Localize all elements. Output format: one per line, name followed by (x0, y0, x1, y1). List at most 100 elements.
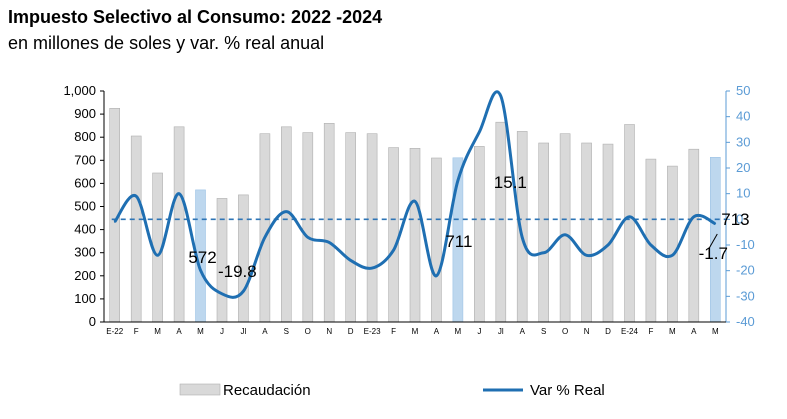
bar-15 (431, 157, 442, 323)
x-tick-label-5: J (220, 327, 224, 336)
line-point-19 (521, 236, 523, 239)
bar-6 (238, 194, 249, 323)
y-left-tick-label-2: 200 (74, 268, 96, 283)
x-tick-label-22: N (584, 327, 590, 336)
x-tick-label-10: N (326, 327, 332, 336)
line-point-26 (671, 254, 674, 257)
line-point-28 (714, 222, 717, 225)
x-tick-label-11: D (348, 327, 354, 336)
line-point-4 (199, 269, 202, 272)
x-tick-label-15: A (434, 327, 440, 336)
y-left-tick-label-3: 300 (74, 245, 96, 260)
bar-14 (409, 148, 421, 323)
y-right-tick-label-0: -40 (736, 314, 755, 329)
line-point-21 (564, 233, 566, 236)
bar-20 (538, 142, 550, 323)
x-tick-label-16: M (455, 327, 462, 336)
y-right-tick-label-3: -10 (736, 237, 755, 252)
legend-label-var-real: Var % Real (530, 382, 605, 399)
bars-layer (109, 108, 721, 323)
bar-3 (173, 126, 185, 323)
x-tick-label-4: M (197, 327, 204, 336)
x-tick-label-27: A (691, 327, 697, 336)
y-right-tick-label-8: 40 (736, 109, 750, 124)
line-layer (111, 90, 726, 299)
x-tick-label-12: E-23 (364, 327, 381, 336)
line-point-27 (693, 216, 695, 218)
bar-18 (495, 121, 507, 323)
data-label-5: -1.7 (699, 244, 728, 263)
y-right-tick-label-7: 30 (736, 134, 750, 149)
bar-10 (323, 123, 335, 323)
bar-27 (688, 148, 700, 323)
line-point-20 (542, 251, 545, 254)
bar-8 (280, 126, 292, 323)
x-tick-label-0: E-22 (106, 327, 123, 336)
y-left-tick-label-0: 0 (89, 314, 96, 329)
x-tick-label-23: D (605, 327, 611, 336)
x-tick-label-24: E-24 (621, 327, 638, 336)
x-tick-label-28: M (712, 327, 719, 336)
x-tick-label-13: F (391, 327, 396, 336)
line-point-3 (178, 192, 180, 195)
bar-23 (602, 143, 614, 323)
data-label-0: 572 (188, 248, 216, 267)
data-label-1: -19.8 (218, 262, 257, 281)
x-tick-label-9: O (305, 327, 311, 336)
x-tick-label-26: M (669, 327, 676, 336)
line-point-24 (628, 216, 631, 218)
annotation-layer: 572-19.8 711 15.1 713 -1.7 (188, 173, 749, 281)
data-label-4: 713 (721, 210, 749, 229)
x-tick-label-7: A (262, 327, 268, 336)
line-point-10 (328, 241, 331, 244)
x-tick-label-6: Jl (241, 327, 247, 336)
line-point-25 (650, 244, 652, 246)
data-label-3: 15.1 (494, 173, 527, 192)
x-tick-label-8: S (284, 327, 289, 336)
bar-11 (345, 132, 357, 323)
line-point-6 (242, 290, 245, 293)
line-point-15 (435, 275, 438, 277)
line-point-0 (113, 221, 116, 223)
legend-swatch-recaudacion (179, 383, 221, 396)
line-point-17 (478, 131, 481, 133)
line-point-13 (392, 249, 395, 251)
line-point-22 (585, 254, 588, 257)
bar-1 (130, 135, 142, 323)
bar-7 (259, 133, 271, 323)
y-left-tick-label-6: 600 (74, 175, 96, 190)
line-point-18 (500, 95, 502, 97)
legend: Recaudación Var % Real (179, 382, 605, 399)
line-point-23 (607, 244, 609, 246)
x-tick-label-1: F (134, 327, 139, 336)
bar-21 (559, 133, 571, 323)
x-tick-label-3: A (176, 327, 182, 336)
line-point-5 (221, 293, 223, 295)
line-point-9 (307, 236, 309, 239)
line-point-1 (135, 195, 137, 197)
axes-layer: 01002003004005006007008009001,000-40-30-… (63, 83, 754, 336)
line-point-11 (349, 259, 352, 262)
bar-13 (388, 147, 399, 323)
y-left-tick-label-4: 400 (74, 222, 96, 237)
x-tick-label-19: A (520, 327, 526, 336)
chart-title: Impuesto Selectivo al Consumo: 2022 -202… (8, 7, 383, 27)
bar-24 (624, 124, 635, 323)
x-tick-label-17: J (477, 327, 481, 336)
y-right-tick-label-9: 50 (736, 83, 750, 98)
x-tick-label-2: M (154, 327, 161, 336)
x-tick-label-18: Jl (498, 327, 504, 336)
y-right-tick-label-1: -30 (736, 288, 755, 303)
y-left-tick-label-5: 500 (74, 199, 96, 214)
bar-9 (302, 132, 314, 323)
y-right-tick-label-2: -20 (736, 263, 755, 278)
legend-label-recaudacion: Recaudación (223, 382, 311, 399)
y-left-tick-label-7: 700 (74, 152, 96, 167)
line-point-8 (285, 210, 288, 213)
y-left-tick-label-1: 100 (74, 291, 96, 306)
x-tick-label-25: F (648, 327, 653, 336)
bar-28 (709, 157, 721, 323)
data-label-2: 711 (445, 232, 472, 251)
line-point-2 (156, 254, 159, 257)
